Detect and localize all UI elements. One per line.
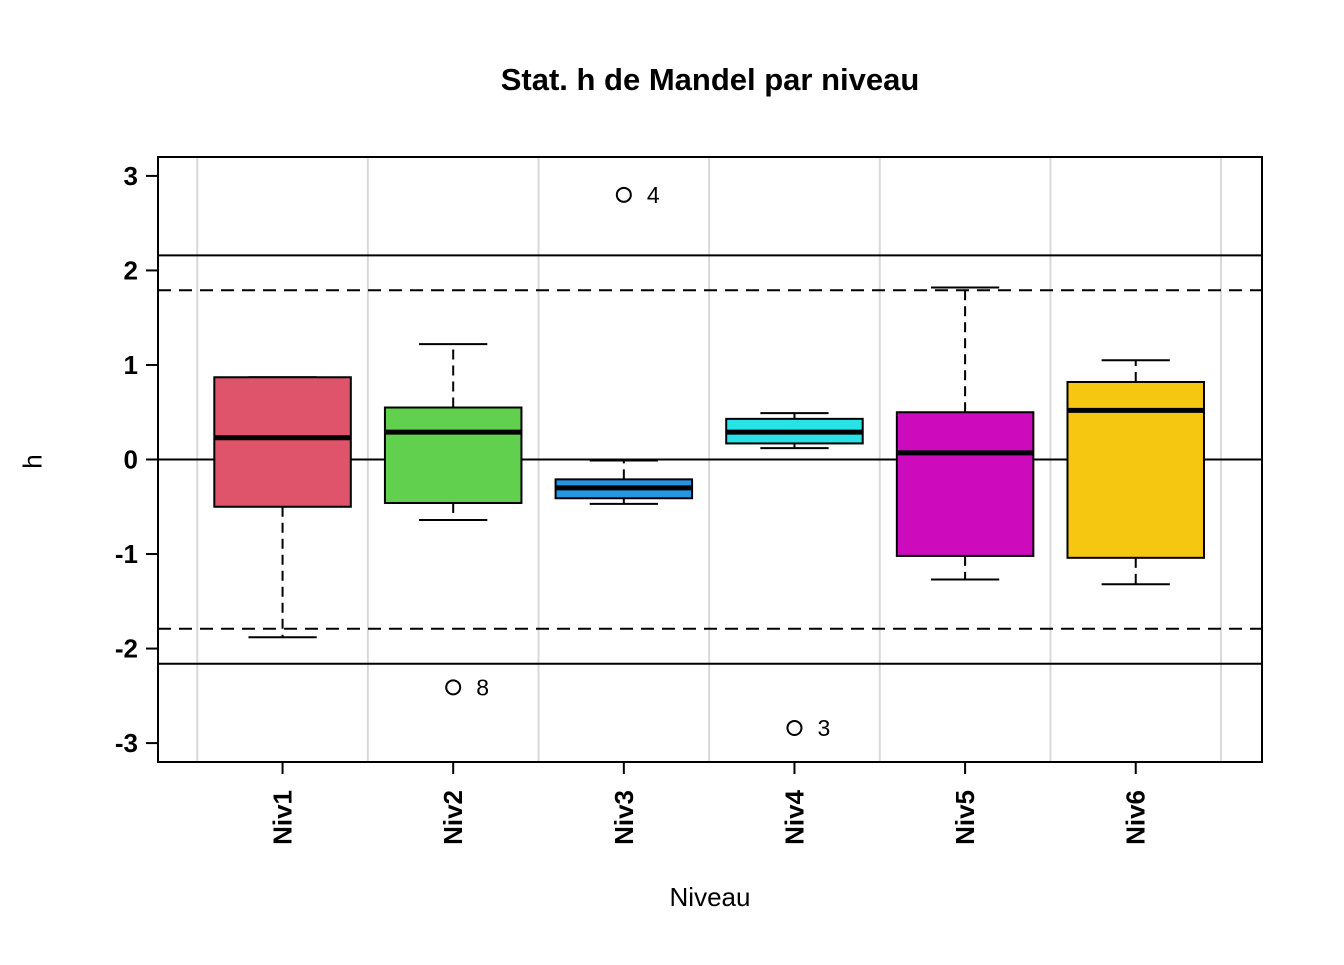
box-niv5: [895, 411, 1035, 557]
y-tick-label: -2: [115, 634, 138, 664]
x-tick-label-niv2: Niv2: [438, 790, 468, 845]
y-tick-label: 2: [124, 255, 138, 285]
x-tick-label-niv3: Niv3: [609, 790, 639, 845]
y-tick-label: -3: [115, 728, 138, 758]
outlier-point-niv3: [615, 186, 632, 203]
x-axis-title: Niveau: [669, 882, 751, 912]
y-tick-label: 3: [124, 161, 138, 191]
outlier-point-niv2: [445, 679, 462, 696]
y-tick-label: 0: [124, 445, 138, 475]
box-niv2: [383, 406, 523, 504]
outlier-label-niv3: 4: [647, 182, 660, 208]
chart-title: Stat. h de Mandel par niveau: [500, 62, 920, 97]
outlier-label-niv4: 3: [817, 715, 830, 741]
outlier-label-niv2: 8: [476, 674, 489, 700]
x-tick-label-niv5: Niv5: [950, 790, 980, 845]
box-niv1: [213, 376, 352, 508]
y-axis-title: h: [17, 454, 48, 469]
y-tick-label: -1: [115, 539, 138, 569]
outlier-point-niv4: [786, 719, 803, 736]
x-tick-label-niv4: Niv4: [779, 789, 809, 844]
y-tick-label: 1: [124, 350, 138, 380]
x-tick-label-niv1: Niv1: [268, 790, 298, 845]
x-tick-label-niv6: Niv6: [1121, 790, 1151, 845]
